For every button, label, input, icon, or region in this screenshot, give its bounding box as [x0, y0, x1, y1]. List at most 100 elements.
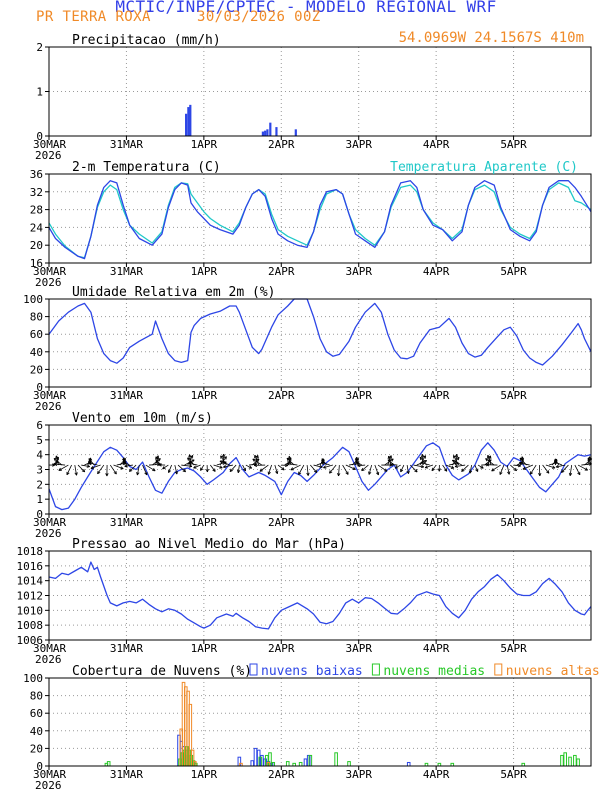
bar — [261, 131, 264, 136]
x-tick-label: 31MAR — [110, 265, 143, 278]
x-tick-label: 1APR — [191, 768, 218, 781]
wind-arrow — [529, 464, 537, 475]
bar — [264, 130, 267, 136]
wind-arrow-head — [451, 465, 455, 469]
wind-arrow-head — [229, 470, 233, 472]
wind-arrow-head — [508, 471, 511, 475]
bar — [576, 758, 580, 767]
bar — [406, 761, 411, 767]
wind-arrow-head — [539, 472, 542, 477]
y-tick-label: 36 — [30, 168, 43, 181]
x-tick-label: 31MAR — [110, 516, 143, 529]
wind-arrow — [142, 464, 148, 476]
bar — [560, 754, 564, 767]
wind-arrow-head — [168, 470, 172, 473]
header-date: 30/03/2026 00Z — [197, 9, 321, 25]
bar — [568, 756, 572, 767]
wind-arrow — [338, 465, 340, 476]
panel-title: Pressao ao Nivel Medio do Mar (hPa) — [72, 537, 346, 552]
y-tick-label: 0 — [36, 508, 43, 521]
wind-arrow — [174, 464, 178, 475]
bar — [573, 754, 577, 767]
y-tick-label: 80 — [30, 311, 43, 324]
x-tick-label: 1APR — [191, 642, 218, 655]
x-tick-label: 31MAR — [110, 389, 143, 402]
wind-arrow-head — [158, 464, 162, 467]
bar — [253, 747, 258, 767]
wind-arrow — [58, 464, 69, 471]
wind-arrow-head — [282, 467, 285, 471]
series-line — [48, 561, 592, 630]
wind-arrow — [484, 459, 492, 466]
wind-arrow-head — [390, 464, 394, 467]
wind-arrow-head — [122, 461, 126, 465]
wind-arrow — [410, 464, 418, 473]
x-tick-label: 3APR — [345, 265, 372, 278]
wind-arrow — [229, 464, 237, 472]
wind-arrow-head — [223, 466, 227, 469]
wind-arrow-head — [329, 471, 333, 474]
wind-arrow-head — [124, 465, 128, 468]
wind-arrow-head — [187, 457, 189, 461]
wind-arrow-head — [286, 463, 290, 466]
series-line — [48, 182, 592, 259]
y-tick-label: 1018 — [17, 545, 44, 558]
panel-title: Precipitacao (mm/h) — [72, 33, 221, 48]
wind-arrow-head — [481, 465, 484, 469]
wind-arrow-head — [420, 454, 423, 458]
wind-arrow — [345, 464, 356, 470]
wind-arrow — [394, 464, 401, 469]
wind-arrow — [268, 464, 272, 475]
wind-arrow-head — [321, 458, 323, 462]
wind-arrow-head — [155, 460, 158, 464]
x-tick-label: 4APR — [423, 516, 450, 529]
bar — [187, 107, 190, 136]
wind-arrow-head — [219, 460, 223, 464]
y-tick-label: 1010 — [17, 604, 44, 617]
wind-arrow — [545, 464, 556, 469]
x-tick-label: 2APR — [268, 265, 295, 278]
wind-arrow-head — [87, 464, 90, 467]
wind-arrow — [193, 464, 201, 469]
wind-arrow-head — [547, 470, 550, 474]
wind-arrow-head — [76, 472, 78, 476]
wind-arrow — [54, 463, 66, 466]
bar — [185, 113, 188, 136]
wind-arrow — [213, 464, 223, 469]
wind-arrow — [387, 459, 395, 466]
wind-arrow-head — [569, 473, 573, 476]
wind-arrow-head — [298, 472, 302, 475]
wind-arrow-head — [307, 472, 310, 476]
y-tick-label: 5 — [36, 434, 43, 447]
wind-arrow-head — [456, 456, 460, 459]
x-tick-label: 4APR — [423, 642, 450, 655]
wind-arrow — [374, 464, 379, 476]
x-tick-label: 1APR — [191, 265, 218, 278]
wind-arrow — [277, 464, 285, 471]
wind-arrow-head — [368, 471, 372, 475]
bar — [250, 760, 255, 767]
x-tick-label: 30MAR — [33, 516, 66, 529]
wind-arrow — [259, 464, 269, 472]
wind-arrow — [581, 463, 592, 466]
wind-arrow-head — [214, 468, 216, 472]
x-year-label: 2026 — [35, 653, 62, 666]
y-tick-label: 3 — [36, 464, 43, 477]
wind-arrow-head — [552, 465, 556, 469]
bar — [334, 752, 338, 767]
x-tick-label: 4APR — [423, 768, 450, 781]
wind-arrow — [286, 457, 295, 466]
wind-arrow-head — [469, 470, 473, 474]
wind-arrow-head — [54, 463, 58, 466]
x-tick-label: 30MAR — [33, 265, 66, 278]
wind-arrow — [237, 464, 240, 473]
wind-arrow-head — [286, 458, 289, 462]
wind-arrow — [420, 462, 430, 466]
wind-arrow — [569, 464, 573, 476]
x-tick-label: 5APR — [500, 768, 527, 781]
panel-legend: Temperatura Aparente (C) — [390, 160, 578, 175]
legend-label: nuvens baixas — [261, 664, 363, 679]
legend-label: nuvens medias — [383, 664, 485, 679]
wind-arrow-head — [237, 470, 241, 473]
header-location: PR TERRA ROXA — [36, 9, 151, 25]
